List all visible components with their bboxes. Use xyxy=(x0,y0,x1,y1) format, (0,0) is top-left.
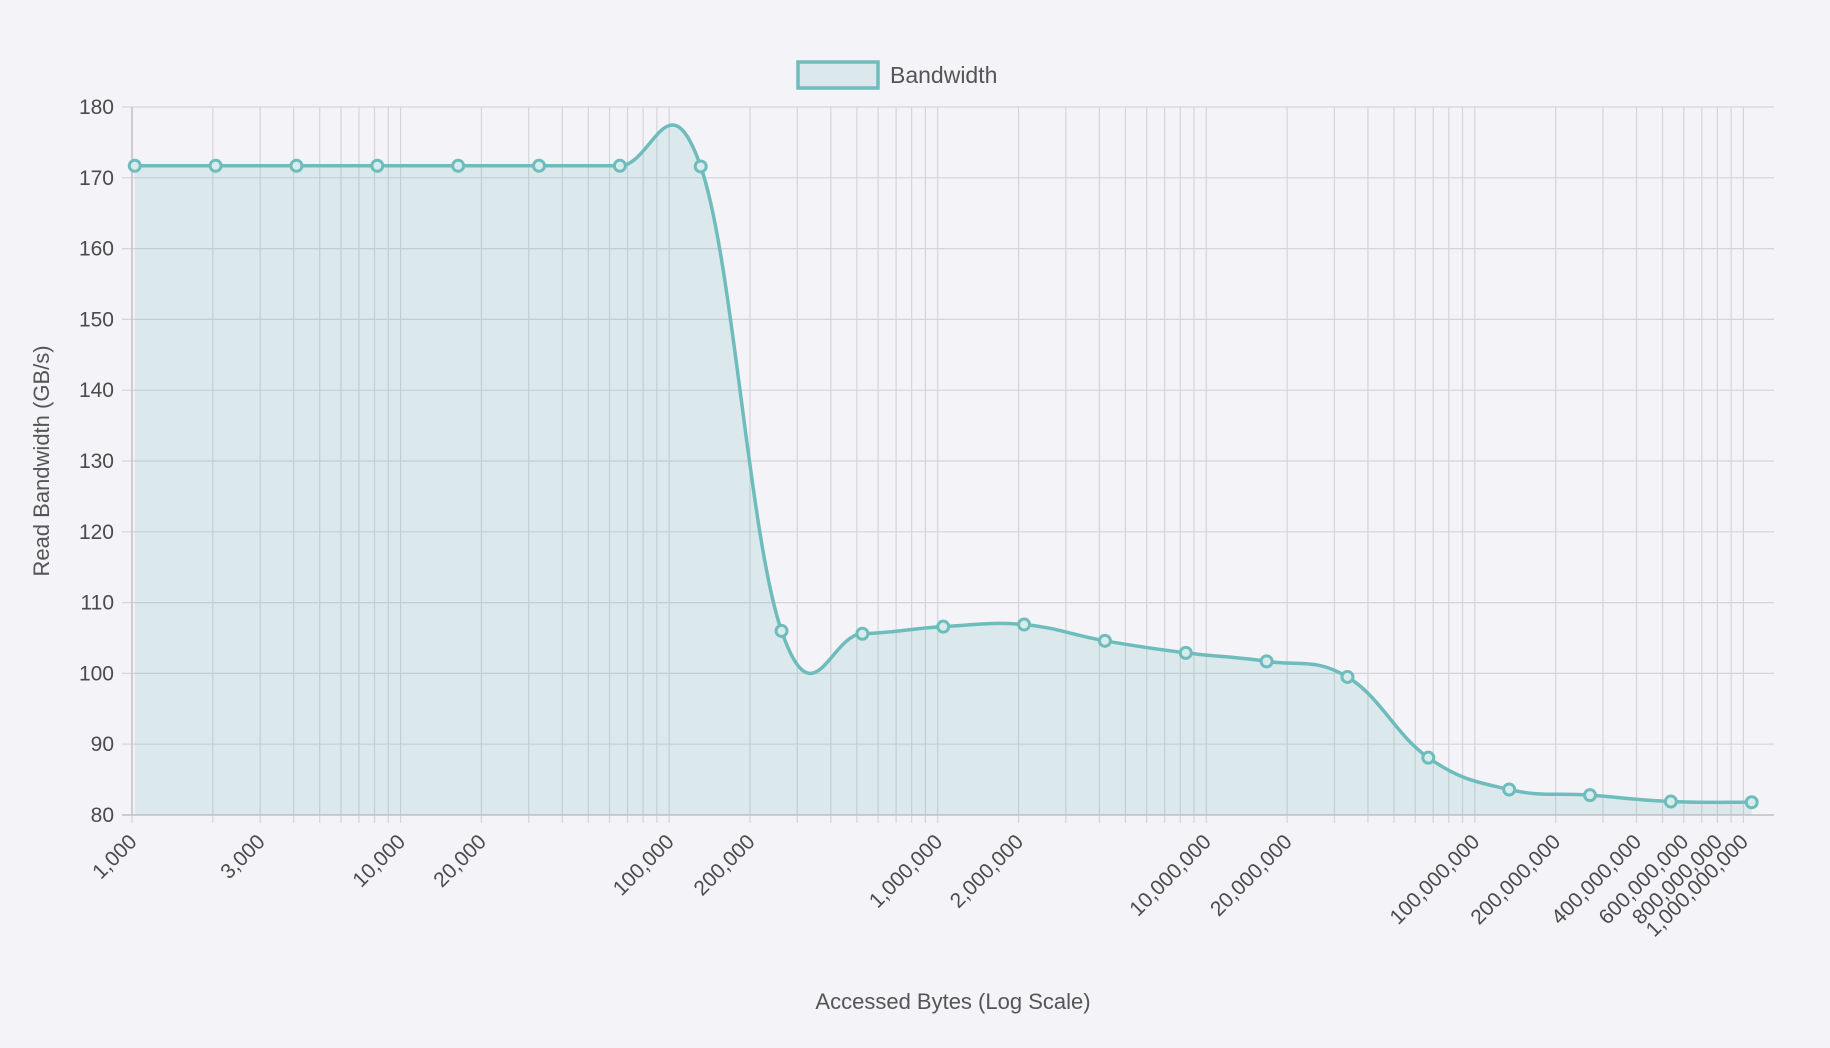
data-point xyxy=(127,158,142,173)
x-axis-title: Accessed Bytes (Log Scale) xyxy=(815,989,1090,1014)
series-area-bandwidth xyxy=(134,124,1752,815)
y-tick-label: 110 xyxy=(81,592,114,615)
data-point xyxy=(936,619,951,634)
y-tick-label: 170 xyxy=(79,167,114,190)
x-tick-label: 200,000 xyxy=(690,830,760,900)
data-point xyxy=(1097,633,1112,648)
data-point xyxy=(1017,617,1032,632)
y-axis-title: Read Bandwidth (GB/s) xyxy=(29,345,54,576)
data-point xyxy=(1583,788,1598,803)
x-tick-label: 20,000,000 xyxy=(1206,830,1297,921)
y-axis-ticks: 80 90 100 110 120 130 140 150 160 170 180 xyxy=(79,96,114,827)
data-point xyxy=(1340,669,1355,684)
x-tick-label: 3,000 xyxy=(216,830,269,883)
data-point xyxy=(855,626,870,641)
data-point xyxy=(1259,654,1274,669)
data-point xyxy=(370,158,385,173)
data-point xyxy=(1744,795,1759,810)
x-tick-label: 1,000,000 xyxy=(865,830,947,912)
x-tick-label: 10,000,000 xyxy=(1125,830,1216,921)
data-point xyxy=(1178,645,1193,660)
legend[interactable]: Bandwidth xyxy=(796,60,997,90)
data-point xyxy=(289,158,304,173)
x-tick-label: 20,000 xyxy=(429,830,491,892)
data-point xyxy=(208,158,223,173)
data-point xyxy=(1663,794,1678,809)
legend-label-bandwidth[interactable]: Bandwidth xyxy=(890,62,997,88)
x-tick-label: 100,000 xyxy=(609,830,679,900)
y-tick-label: 80 xyxy=(91,804,114,827)
data-point xyxy=(531,158,546,173)
x-tick-label: 10,000 xyxy=(348,830,410,892)
data-point xyxy=(612,158,627,173)
x-tick-label: 1,000 xyxy=(88,830,141,883)
data-point xyxy=(693,159,708,174)
axes xyxy=(122,107,1774,816)
y-tick-label: 160 xyxy=(79,238,114,261)
data-point xyxy=(774,623,789,638)
y-tick-label: 130 xyxy=(79,450,114,473)
x-tick-label: 2,000,000 xyxy=(946,830,1028,912)
data-point xyxy=(1502,782,1517,797)
y-tick-label: 100 xyxy=(79,662,114,685)
data-points xyxy=(127,158,1759,810)
y-tick-label: 180 xyxy=(79,96,114,119)
y-tick-label: 140 xyxy=(79,379,114,402)
y-tick-label: 150 xyxy=(79,308,114,331)
area-fill xyxy=(134,124,1752,815)
y-tick-label: 120 xyxy=(79,521,114,544)
y-tick-label: 90 xyxy=(91,733,114,756)
x-axis-ticks: 1,000 3,000 10,000 20,000 100,000 200,000 1,00… xyxy=(88,830,1753,941)
legend-swatch-bandwidth[interactable] xyxy=(796,60,880,90)
data-point xyxy=(451,158,466,173)
data-point xyxy=(1421,750,1436,765)
